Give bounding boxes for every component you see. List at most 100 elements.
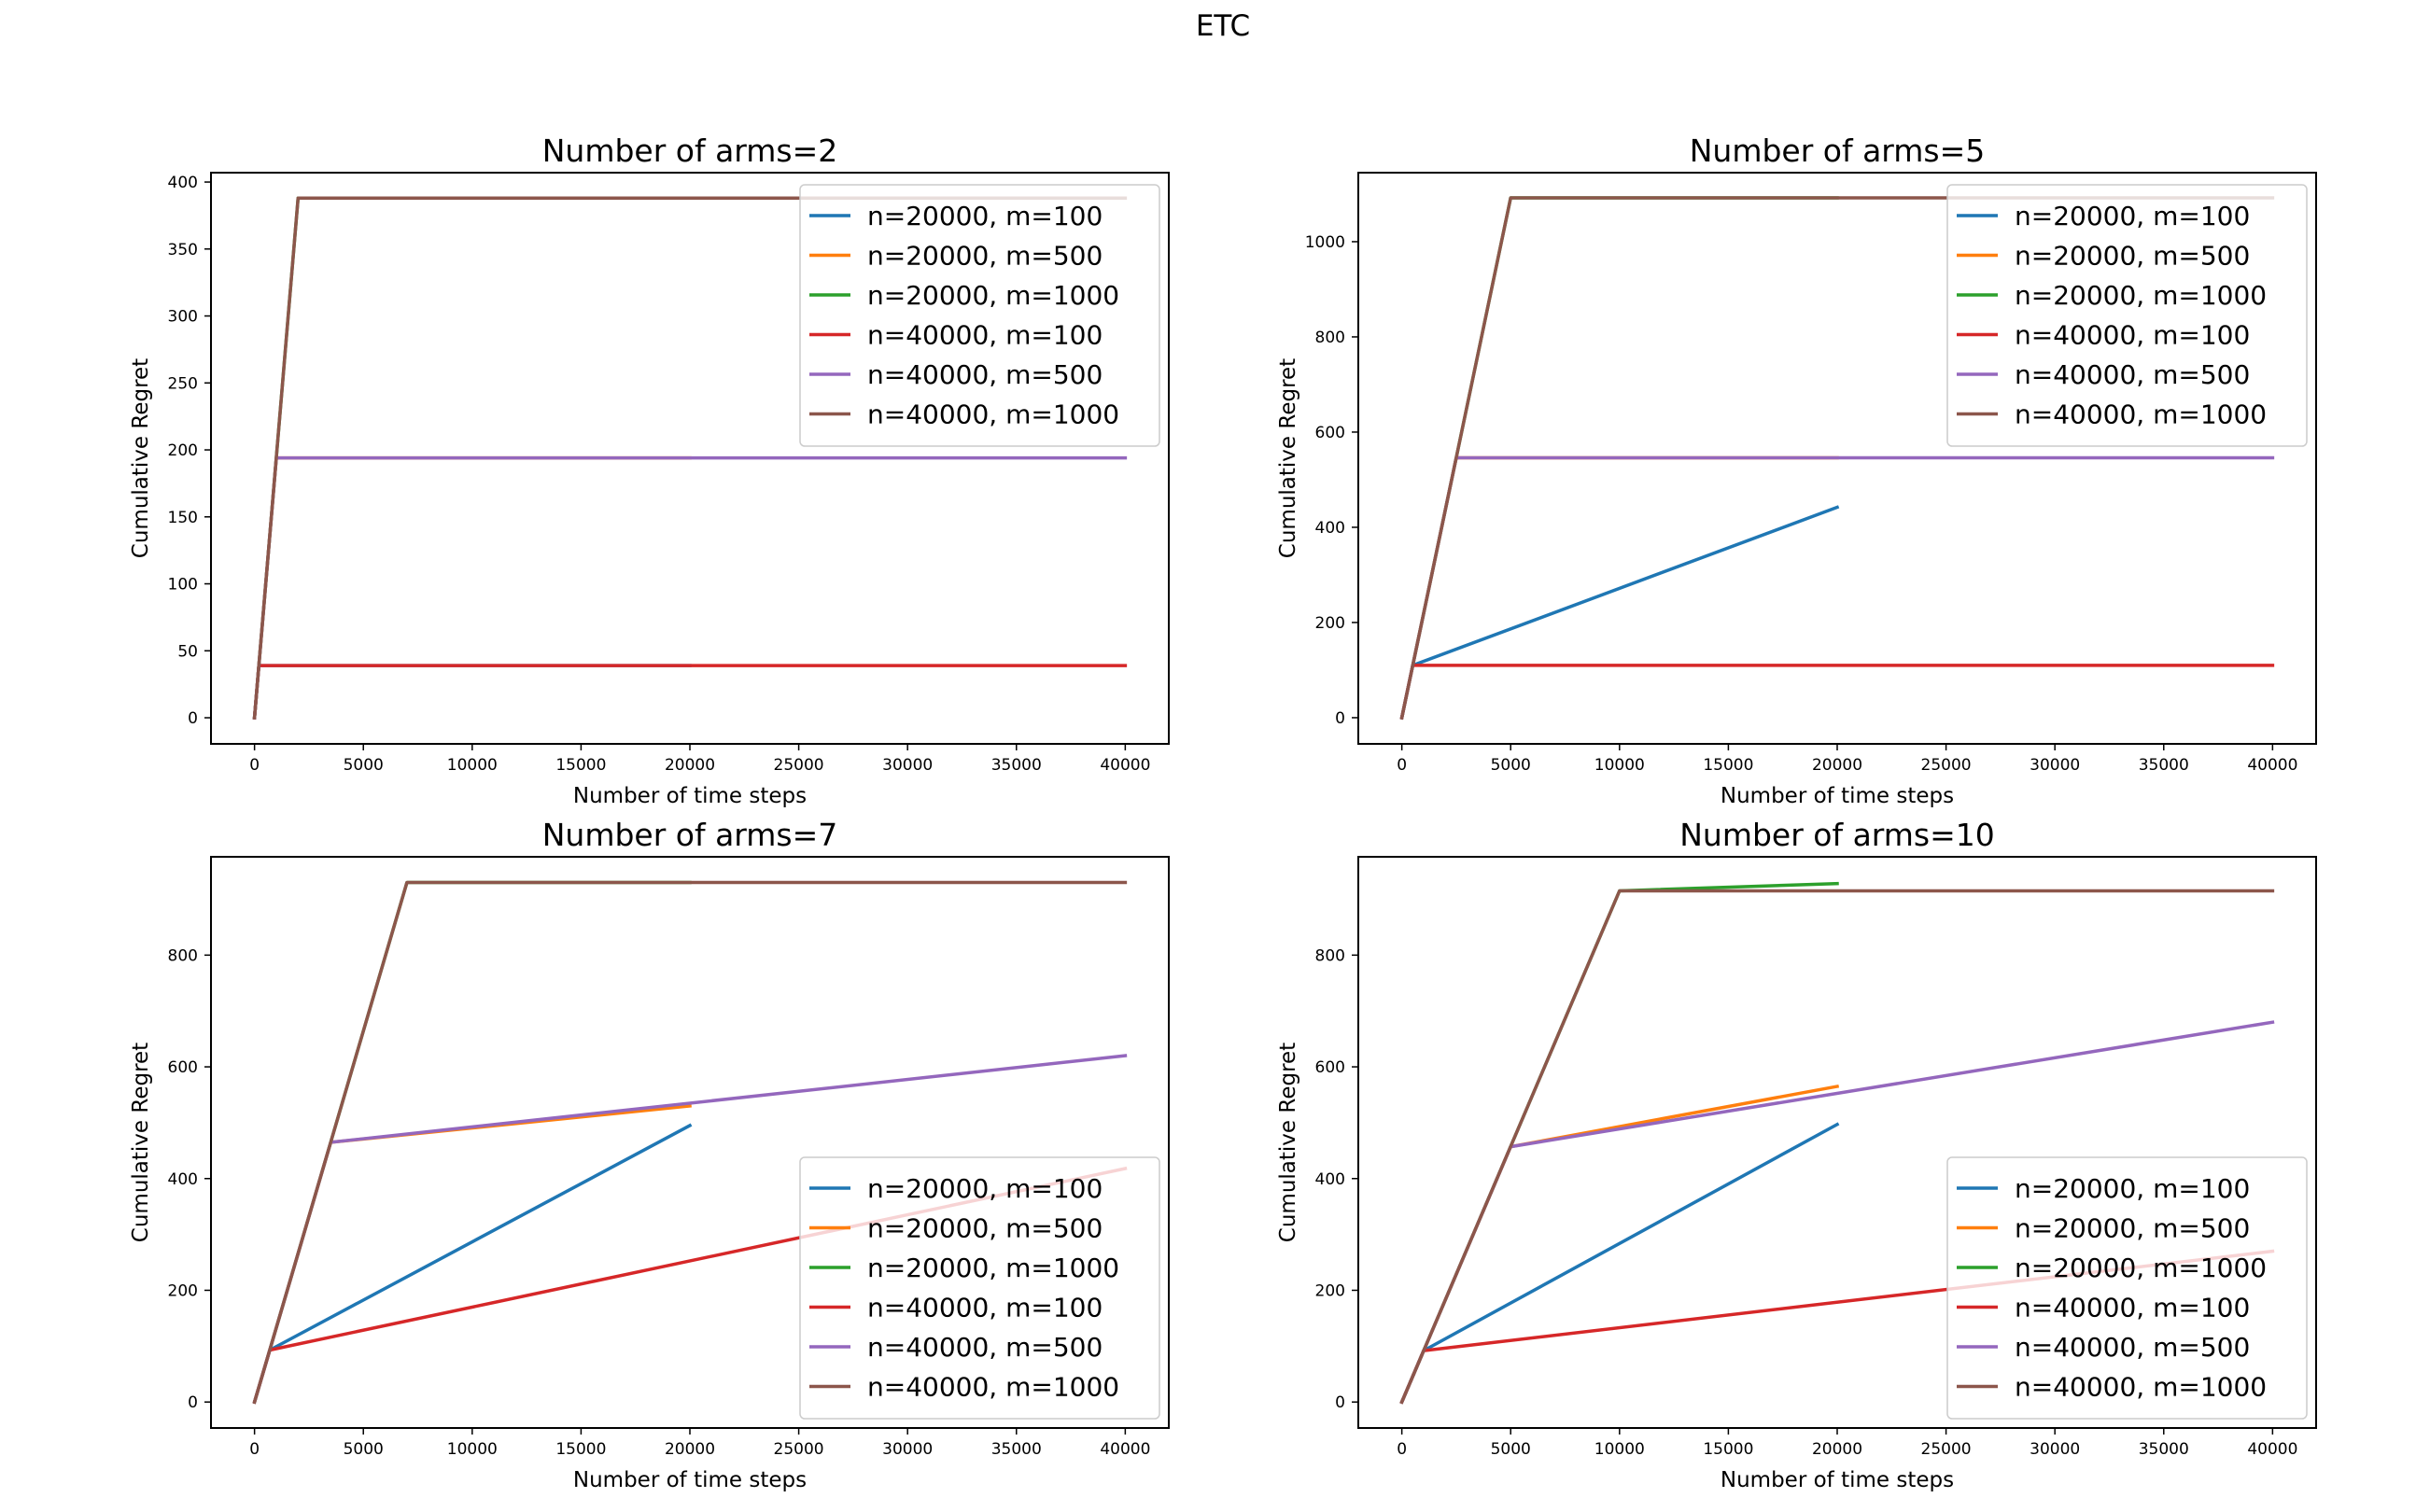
x-tick-label: 40000 [2247, 756, 2297, 775]
subplot-title: Number of arms=7 [542, 817, 838, 853]
legend-label: n=40000, m=500 [867, 359, 1103, 390]
y-axis-label: Cumulative Regret [129, 358, 153, 558]
y-tick-label: 400 [168, 174, 198, 192]
y-tick-label: 50 [177, 642, 198, 661]
legend: n=20000, m=100 n=20000, m=500 n=20000, m=1… [799, 184, 1160, 447]
y-tick-label: 800 [168, 946, 198, 965]
legend-label: n=40000, m=100 [867, 1293, 1103, 1323]
x-axis-label: Number of time steps [1721, 784, 1954, 808]
x-tick-label: 5000 [344, 756, 384, 775]
subplot-4: Number of arms=10 0 5000 10000 15000 20000 250… [1276, 817, 2317, 1492]
subplot-title: Number of arms=10 [1679, 817, 1995, 853]
y-tick-label: 1000 [1305, 233, 1345, 252]
x-tick-label: 5000 [1491, 756, 1531, 775]
series-line [1399, 1122, 1840, 1405]
y-tick-label: 0 [188, 1393, 198, 1412]
series-line [252, 1103, 692, 1405]
legend-label: n=20000, m=100 [2015, 201, 2250, 231]
x-tick-label: 5000 [1491, 1440, 1531, 1459]
y-tick-label: 200 [1315, 614, 1345, 633]
series-line [252, 455, 692, 720]
y-tick-label: 400 [1315, 519, 1345, 538]
legend-label: n=20000, m=500 [2015, 241, 2250, 272]
x-tick-label: 0 [249, 756, 260, 775]
x-tick-label: 0 [249, 1440, 260, 1459]
legend-label: n=20000, m=500 [867, 241, 1103, 272]
legend-label: n=40000, m=500 [867, 1332, 1103, 1363]
subplot-title: Number of arms=5 [1690, 133, 1986, 169]
x-tick-label: 15000 [555, 756, 606, 775]
legend-box [799, 1156, 1160, 1420]
x-tick-label: 30000 [2030, 1440, 2080, 1459]
series-line [252, 880, 1128, 1405]
y-tick-label: 300 [168, 308, 198, 327]
y-tick-label: 600 [168, 1058, 198, 1077]
y-tick-label: 800 [1315, 329, 1345, 347]
legend-label: n=40000, m=1000 [867, 399, 1119, 430]
legend-label: n=20000, m=1000 [867, 280, 1119, 311]
x-tick-label: 25000 [774, 756, 824, 775]
x-tick-label: 30000 [2030, 756, 2080, 775]
x-tick-label: 20000 [665, 756, 715, 775]
subplot-3: Number of arms=7 0 5000 10000 15000 20000 2500… [129, 817, 1170, 1492]
legend: n=20000, m=100 n=20000, m=500 n=20000, m=1… [799, 1156, 1160, 1420]
x-tick-label: 35000 [991, 756, 1042, 775]
series-line [1399, 505, 1840, 721]
x-tick-label: 5000 [344, 1440, 384, 1459]
x-tick-label: 40000 [1100, 1440, 1150, 1459]
legend-label: n=40000, m=1000 [2015, 1372, 2267, 1403]
series-line [1399, 664, 2275, 721]
legend: n=20000, m=100 n=20000, m=500 n=20000, m=1… [1946, 1156, 2308, 1420]
x-tick-label: 40000 [2247, 1440, 2297, 1459]
series-line [252, 664, 692, 720]
subplot-2: Number of arms=50 5000 10000 15000 20000 2500… [1276, 133, 2317, 808]
x-tick-label: 10000 [447, 1440, 498, 1459]
x-tick-label: 25000 [1921, 756, 1972, 775]
series-line [252, 664, 1128, 720]
x-tick-label: 40000 [1100, 756, 1150, 775]
legend-box [1946, 184, 2308, 447]
legend-label: n=40000, m=100 [2015, 320, 2250, 351]
x-axis-label: Number of time steps [573, 1468, 807, 1492]
x-tick-label: 20000 [1812, 756, 1862, 775]
x-tick-label: 25000 [1921, 1440, 1972, 1459]
x-tick-label: 30000 [882, 1440, 933, 1459]
legend-label: n=20000, m=1000 [867, 1253, 1119, 1283]
x-tick-label: 20000 [665, 1440, 715, 1459]
y-tick-label: 0 [1335, 709, 1345, 728]
y-axis-label: Cumulative Regret [1276, 358, 1300, 558]
series-line [1399, 881, 1839, 1405]
x-tick-label: 30000 [882, 756, 933, 775]
x-tick-label: 0 [1397, 756, 1407, 775]
x-tick-label: 25000 [774, 1440, 824, 1459]
y-axis-label: Cumulative Regret [129, 1043, 153, 1242]
legend-label: n=40000, m=100 [2015, 1293, 2250, 1323]
legend-label: n=20000, m=1000 [2015, 1253, 2267, 1283]
legend-box [799, 184, 1160, 447]
y-tick-label: 150 [168, 509, 198, 527]
legend-label: n=40000, m=500 [2015, 359, 2250, 390]
legend-label: n=20000, m=100 [867, 1173, 1103, 1204]
x-tick-label: 15000 [555, 1440, 606, 1459]
legend-box [1946, 1156, 2308, 1420]
y-tick-label: 250 [168, 374, 198, 393]
legend-label: n=20000, m=100 [867, 201, 1103, 231]
series-line [1399, 455, 2275, 721]
subplot-title: Number of arms=2 [542, 133, 838, 169]
legend-label: n=20000, m=500 [2015, 1213, 2250, 1244]
y-tick-label: 200 [168, 441, 198, 460]
y-tick-label: 800 [1315, 946, 1345, 965]
y-tick-label: 400 [1315, 1170, 1345, 1189]
y-tick-label: 350 [168, 241, 198, 259]
legend-label: n=40000, m=1000 [867, 1372, 1119, 1403]
y-tick-label: 600 [1315, 424, 1345, 442]
legend-label: n=20000, m=100 [2015, 1173, 2250, 1204]
legend-label: n=40000, m=1000 [2015, 399, 2267, 430]
x-tick-label: 10000 [1594, 1440, 1645, 1459]
legend-label: n=40000, m=100 [867, 320, 1103, 351]
x-axis-label: Number of time steps [1721, 1468, 1954, 1492]
x-tick-label: 35000 [2139, 756, 2189, 775]
legend: n=20000, m=100 n=20000, m=500 n=20000, m=1… [1946, 184, 2308, 447]
x-tick-label: 35000 [991, 1440, 1042, 1459]
y-axis-label: Cumulative Regret [1276, 1043, 1300, 1242]
